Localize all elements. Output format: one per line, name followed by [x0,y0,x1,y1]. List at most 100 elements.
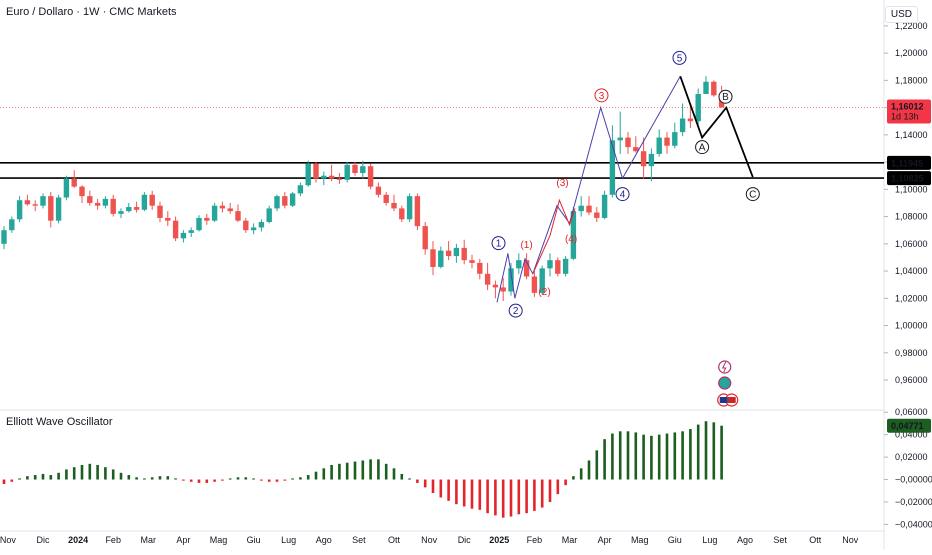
osc-tick-label: −0,04000 [895,519,932,529]
ewo-bar [540,479,544,508]
wave-label: 3 [599,91,605,102]
candle-body [250,227,257,231]
wave-paths [496,75,754,303]
wave-label: (3) [556,178,568,189]
projection-path [679,75,754,178]
ewo-bar [189,479,193,482]
candle-body [165,217,171,221]
candle-body [289,193,296,206]
candle-body [703,81,709,94]
candle-body [531,276,538,293]
ewo-bar [665,433,669,480]
candle-body [383,194,389,203]
ewo-bar [182,479,185,481]
ewo-bar [657,434,661,480]
lightning-icon [718,360,732,374]
candle-body [555,260,561,274]
time-tick-label: Giu [247,535,261,545]
candle-body [687,118,694,122]
level-price-tag [887,155,931,170]
currency-button[interactable]: USD [884,6,918,23]
candle-body [48,196,54,221]
ewo-value-tag [887,418,931,433]
current-price-tag [887,99,931,124]
time-tick-label: Feb [527,535,543,545]
ewo-bar [10,479,14,482]
candle-body [445,250,452,257]
time-tick-label: Lug [281,535,296,545]
wave-label-circle [615,187,630,202]
price-tick-label: 1,22000 [895,21,928,31]
ewo-bar [26,476,29,480]
ewo-bar [486,479,489,514]
ewo-bar [41,473,45,480]
ewo-bar [517,479,521,515]
time-tick-label: Set [352,535,366,545]
time-tick-label: Mar [141,535,157,545]
grid [0,0,885,550]
ewo-bar [626,431,630,480]
candle-body [258,222,265,228]
wave-label: B [722,92,729,103]
ewo-bar [88,463,92,480]
ewo-bar [80,464,84,480]
candle-body [63,178,70,198]
price-tick-label: 0,98000 [895,348,928,358]
ewo-bar [603,439,606,480]
ewo-bar [377,459,380,480]
price-tick-label: 1,06000 [895,239,928,249]
candle-body [640,151,647,167]
price-axis: 1,220001,200001,180001,160001,140001,120… [884,21,932,529]
osc-tick-label: −0,00000 [895,475,932,485]
time-tick-label: Nov [0,535,16,545]
ewo-bar [221,479,224,481]
time-tick-label: Apr [176,535,190,545]
ewo-bar [252,478,255,480]
flag-icon-glyph [719,397,728,403]
candle-body [141,194,148,210]
price-tick-label: 1,02000 [895,293,928,303]
ewo-bar [213,479,216,482]
earnings-icon [718,376,732,390]
wave-label: (4) [565,234,577,245]
time-tick-label: Feb [105,535,121,545]
candle-body [243,220,249,231]
ewo-bar [205,479,209,483]
candle-body [360,166,366,173]
ewo-bar [353,461,357,480]
candle-body [508,268,514,292]
candle-body [617,137,623,141]
price-tick-label: 0,96000 [895,375,928,385]
candle-body [695,93,701,122]
event-icons [717,360,739,407]
level-price-tag [887,171,931,186]
time-tick-label: Mag [210,535,228,545]
ewo-bar [283,479,287,481]
price-tick-label: 1,20000 [895,48,928,58]
ewo-bar [470,479,474,509]
ewo-bar [689,429,692,480]
candle-body [24,200,31,205]
time-tick-label: Dic [37,535,50,545]
candle-body [500,287,506,292]
wave-labels: 1 2 (1) (2) (3) (4) 3 4 5 B A C [491,50,760,318]
candle-body [648,153,655,167]
candle-body [71,178,77,187]
candle-body [469,260,475,263]
ewo-bar [275,479,279,482]
ewo-bar [306,475,310,480]
time-axis: Nov Dic 2024 Feb Mar Apr Mag Giu Lug Ago Set Ott Nov… [0,535,859,545]
candle-body [157,205,163,218]
candle-body [235,211,241,221]
ewo-bar [2,479,6,485]
candle-body [711,81,717,96]
ewo-bar [447,479,450,501]
candle-body [282,196,288,206]
candle-body [399,208,405,220]
candle-body [87,196,93,203]
ewo-bar [345,462,349,480]
candle-body [523,260,530,277]
